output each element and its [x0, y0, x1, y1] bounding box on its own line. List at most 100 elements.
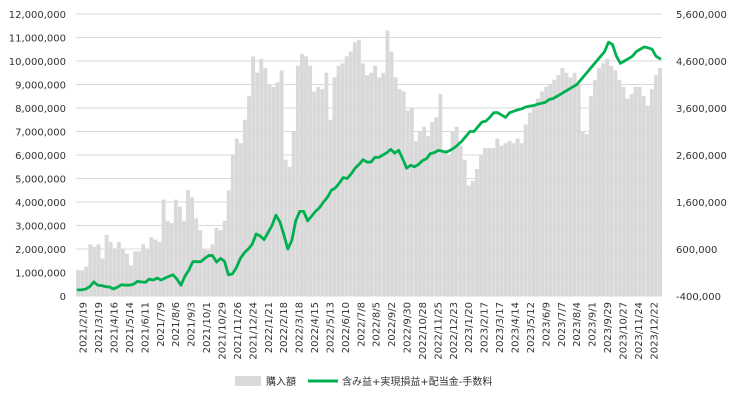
bar	[641, 96, 646, 296]
right-tick-label: -400,000	[676, 292, 721, 303]
line-series-profit	[76, 40, 662, 292]
bar	[405, 110, 410, 296]
bar	[365, 75, 369, 296]
bar	[658, 68, 662, 296]
bar	[271, 86, 276, 296]
bar	[536, 98, 540, 296]
bar	[475, 169, 479, 296]
left-tick-label: 12,000,000	[9, 10, 66, 21]
right-tick-label: 600,000	[676, 245, 717, 256]
bar	[418, 131, 422, 296]
bar	[263, 68, 268, 296]
bar	[165, 220, 170, 296]
bar	[613, 70, 618, 297]
bar	[161, 199, 166, 296]
right-tick-label: 2,600,000	[676, 151, 727, 162]
bar	[304, 56, 308, 296]
left-tick-label: 9,000,000	[15, 81, 66, 92]
x-tick-label: 2023/8/4	[572, 302, 583, 347]
bar	[104, 234, 109, 296]
bar	[466, 185, 471, 296]
bar	[654, 75, 658, 296]
bar	[169, 223, 174, 296]
x-tick-label: 2021/9/3	[187, 302, 198, 347]
bar	[401, 91, 406, 296]
bar	[129, 265, 133, 296]
bar	[153, 239, 158, 296]
bar	[633, 86, 638, 296]
bar	[369, 72, 374, 296]
bar	[275, 82, 280, 297]
bar	[487, 147, 492, 296]
bar	[84, 266, 89, 296]
bar	[210, 244, 215, 296]
bar	[177, 206, 182, 296]
bar	[145, 249, 150, 296]
bar	[230, 155, 235, 296]
bar	[173, 199, 178, 296]
x-tick-label: 2022/5/13	[325, 302, 336, 353]
bar	[470, 180, 475, 296]
bar	[157, 241, 162, 296]
bar	[584, 133, 589, 296]
x-tick-label: 2021/3/19	[94, 302, 105, 353]
legend-label-bar: 購入額	[266, 375, 296, 388]
bar	[291, 131, 296, 296]
bar	[621, 86, 626, 296]
x-tick-label: 2023/4/14	[511, 302, 522, 353]
legend-swatch-bar	[235, 376, 261, 386]
x-tick-label: 2022/11/25	[433, 302, 444, 360]
bar	[308, 65, 313, 296]
bar	[226, 190, 231, 296]
bar	[206, 250, 211, 296]
bar	[312, 91, 317, 296]
bar	[182, 220, 186, 296]
bar	[511, 143, 516, 296]
bar	[434, 117, 439, 297]
bar	[515, 138, 520, 296]
bar	[300, 53, 304, 297]
bar	[125, 253, 129, 296]
left-tick-label: 10,000,000	[9, 57, 66, 68]
bar	[255, 72, 260, 296]
x-tick-label: 2021/10/1	[202, 302, 213, 353]
x-tick-label: 2022/1/21	[264, 302, 275, 353]
x-tick-label: 2021/5/14	[125, 302, 136, 353]
x-tick-label: 2023/1/20	[464, 302, 475, 353]
bar	[617, 79, 622, 296]
x-tick-label: 2023/12/22	[649, 302, 660, 360]
x-tick-label: 2023/3/17	[495, 302, 506, 353]
x-tick-label: 2021/2/19	[79, 302, 90, 353]
bar	[446, 155, 451, 296]
left-tick-label: 6,000,000	[15, 151, 66, 162]
x-tick-label: 2022/7/8	[356, 302, 367, 347]
bar	[259, 58, 264, 297]
bar	[483, 147, 488, 296]
bar	[116, 241, 121, 296]
x-tick-label: 2022/12/23	[449, 302, 460, 360]
x-tick-label: 2023/2/17	[480, 302, 491, 353]
x-tick-label: 2021/11/26	[233, 302, 244, 360]
legend: 購入額 含み益+実現損益+配当金-手数料	[235, 375, 492, 388]
x-tick-label: 2022/6/10	[341, 302, 352, 353]
left-tick-label: 2,000,000	[15, 245, 66, 256]
right-tick-label: 1,600,000	[676, 198, 727, 209]
bar	[409, 108, 414, 296]
x-tick-label: 2022/4/15	[310, 302, 321, 353]
bar	[88, 244, 93, 296]
bar	[222, 220, 227, 296]
bar	[80, 270, 85, 296]
bar	[442, 150, 447, 296]
bar	[552, 79, 557, 296]
bar	[251, 56, 256, 296]
bar	[523, 124, 528, 296]
bar	[320, 89, 325, 296]
bar	[527, 112, 532, 296]
left-tick-label: 4,000,000	[15, 198, 66, 209]
bar	[556, 75, 561, 296]
bar	[609, 65, 614, 296]
bar	[458, 145, 463, 296]
bar	[426, 136, 431, 296]
